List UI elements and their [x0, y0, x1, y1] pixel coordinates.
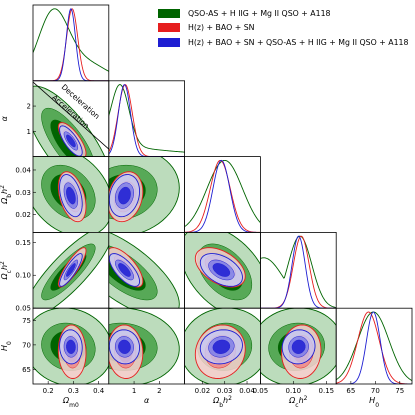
- xaxis-label-obh2: Ωbh2: [212, 395, 232, 409]
- xtick-label-h0-1: 70: [371, 387, 380, 395]
- panel-h0-vs-obh2: [184, 308, 261, 385]
- ytick-label-obh2-0: 0.02: [15, 211, 31, 219]
- contour-3-3sigma-h0-alpha: [118, 339, 131, 354]
- contour-3-3sigma-obh2-alpha: [118, 186, 131, 205]
- contour-3-3sigma-alpha-om: [66, 134, 76, 148]
- ytick-label-och2-1: 0.10: [15, 272, 31, 280]
- yaxis-label-h0: H0: [0, 341, 13, 351]
- xtick-label-om-0: 0.2: [43, 387, 54, 395]
- xtick-label-obh2-2: 0.04: [239, 387, 255, 395]
- contour-3-3sigma-obh2-om: [66, 186, 76, 205]
- yaxis-label-alpha: α: [0, 115, 9, 121]
- panel-obh2-vs-om: [33, 156, 109, 233]
- ytick-label-alpha-1: 2: [27, 103, 31, 111]
- contour-3-3sigma-h0-obh2: [212, 339, 231, 354]
- posterior-2-obh2: [184, 159, 261, 233]
- panel-och2-vs-alpha: [108, 232, 180, 309]
- yaxis-label-och2: Ωch2: [0, 261, 13, 281]
- panels: [32, 4, 413, 385]
- panel-alpha-vs-om: [33, 85, 106, 157]
- posterior-3-obh2: [184, 159, 261, 233]
- legend-label-3: H(z) + BAO + SN + QSO-AS + H IIG + Mg II…: [188, 37, 409, 47]
- xtick-label-och2-0: 0.05: [253, 387, 269, 395]
- legend-entry-2: H(z) + BAO + SN: [158, 21, 414, 36]
- legend-label-1: QSO-AS + H IIG + Mg II QSO + A118: [188, 8, 331, 18]
- diag-alpha: [108, 84, 185, 157]
- xtick-label-och2-2: 0.15: [319, 387, 335, 395]
- panel-h0-vs-alpha: [108, 308, 180, 385]
- xtick-label-h0-0: 65: [346, 387, 355, 395]
- ytick-label-obh2-1: 0.03: [15, 189, 31, 197]
- xtick-label-och2-1: 0.10: [286, 387, 302, 395]
- posterior-1-alpha: [108, 84, 185, 153]
- panel-och2-vs-obh2: [184, 232, 261, 309]
- contour-3-3sigma-h0-om: [66, 339, 76, 354]
- xaxis-label-och2: Ωch2: [288, 395, 308, 409]
- legend-swatch-2: [158, 23, 180, 33]
- diag-frame-och2: [259, 231, 337, 309]
- diag-frame-alpha: [108, 80, 186, 158]
- contour-3-3sigma-och2-alpha: [118, 263, 131, 277]
- posterior-3-och2: [260, 235, 337, 309]
- acceleration-boundary: [32, 81, 110, 150]
- posterior-2-och2: [260, 235, 337, 309]
- ytick-label-och2-0: 0.05: [15, 305, 31, 313]
- xtick-label-alpha-0: 1: [132, 387, 136, 395]
- panel-h0-vs-om: [33, 308, 109, 385]
- xtick-label-obh2-1: 0.03: [217, 387, 233, 395]
- panel-obh2-vs-alpha: [108, 156, 180, 233]
- ytick-label-h0-2: 75: [22, 317, 31, 325]
- posterior-1-och2: [260, 235, 337, 308]
- xaxis-label-alpha: α: [144, 396, 150, 405]
- contour-3-3sigma-och2-om: [66, 263, 76, 277]
- ytick-label-och2-2: 0.15: [15, 239, 31, 247]
- legend-swatch-3: [158, 37, 180, 47]
- diag-frame-h0: [335, 307, 413, 385]
- xaxis-label-h0: H0: [369, 396, 379, 409]
- ytick-label-h0-1: 70: [22, 341, 31, 349]
- ytick-label-alpha-0: 1: [27, 128, 31, 136]
- contour-3-3sigma-h0-och2: [291, 339, 306, 354]
- diag-och2: [260, 235, 337, 309]
- posterior-3-om: [33, 8, 109, 81]
- xtick-label-obh2-0: 0.02: [195, 387, 211, 395]
- diag-frame-obh2: [184, 156, 261, 233]
- posterior-1-om: [33, 8, 109, 72]
- diag-om: [33, 8, 109, 81]
- posterior-2-om: [33, 8, 109, 81]
- diag-h0: [336, 311, 413, 385]
- xaxis-label-om: Ωm0: [62, 396, 79, 409]
- legend-swatch-1: [158, 8, 180, 18]
- contour-3-3sigma-och2-obh2: [212, 263, 231, 277]
- xtick-label-h0-2: 75: [395, 387, 404, 395]
- posterior-2-alpha: [108, 84, 185, 157]
- xtick-label-om-2: 0.4: [93, 387, 105, 395]
- ytick-label-h0-0: 65: [22, 366, 31, 374]
- xtick-label-alpha-1: 2: [157, 387, 161, 395]
- ytick-label-obh2-2: 0.04: [15, 166, 31, 174]
- posterior-1-obh2: [184, 159, 261, 228]
- legend-label-2: H(z) + BAO + SN: [188, 23, 255, 33]
- panel-och2-vs-om: [33, 232, 109, 309]
- yaxis-label-obh2: Ωbh2: [0, 185, 13, 205]
- xtick-label-om-1: 0.3: [68, 387, 79, 395]
- legend-entry-1: QSO-AS + H IIG + Mg II QSO + A118: [158, 6, 414, 21]
- posterior-3-alpha: [108, 84, 185, 157]
- diag-frame-om: [32, 4, 110, 82]
- legend: QSO-AS + H IIG + Mg II QSO + A118 H(z) +…: [158, 6, 414, 50]
- legend-entry-3: H(z) + BAO + SN + QSO-AS + H IIG + Mg II…: [158, 35, 414, 50]
- panel-h0-vs-och2: [260, 308, 337, 385]
- diag-obh2: [184, 159, 261, 233]
- posterior-2-h0: [336, 311, 413, 385]
